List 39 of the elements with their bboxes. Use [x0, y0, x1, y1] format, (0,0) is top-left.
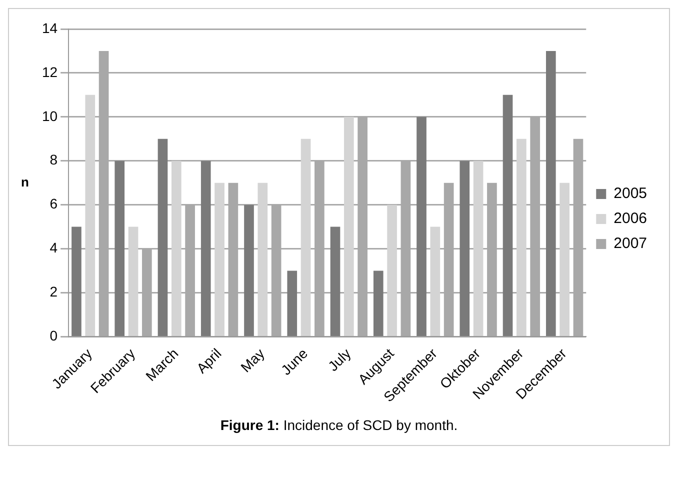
y-tick-label: 4	[50, 240, 58, 256]
bar	[430, 226, 440, 336]
bar	[258, 182, 268, 336]
legend-label: 2007	[614, 235, 648, 252]
y-axis-title: n	[21, 174, 30, 190]
y-tick-label: 2	[50, 284, 58, 300]
y-tick-label: 14	[42, 20, 58, 36]
legend-label: 2006	[614, 210, 648, 228]
x-tick-label: July	[324, 345, 354, 374]
bar	[114, 160, 125, 336]
bar	[416, 116, 426, 336]
y-tick-label: 10	[42, 108, 58, 124]
x-tick-label: May	[237, 345, 268, 376]
bar	[344, 116, 354, 336]
bar	[502, 94, 513, 336]
bar	[473, 160, 484, 336]
bar	[158, 138, 168, 336]
bar	[214, 182, 224, 336]
y-tick-label: 6	[50, 196, 58, 212]
legend-label: 2005	[614, 185, 648, 202]
y-tick-label: 8	[50, 152, 58, 168]
bar	[387, 204, 397, 336]
y-tick-label: 12	[42, 64, 58, 80]
bar	[128, 226, 138, 336]
y-tick-label: 0	[50, 328, 58, 344]
text: Figure 1: Incidence of SCD by month.	[219, 416, 459, 435]
bar	[330, 226, 340, 336]
bar	[85, 94, 96, 336]
bar	[244, 204, 254, 336]
bar	[460, 160, 470, 336]
bar	[171, 160, 182, 336]
bar	[287, 270, 298, 336]
bar	[546, 50, 556, 336]
bar	[300, 138, 311, 336]
bar	[72, 226, 82, 336]
bar	[560, 182, 570, 336]
bar	[373, 270, 384, 336]
bar	[200, 160, 211, 336]
bar	[516, 138, 526, 336]
